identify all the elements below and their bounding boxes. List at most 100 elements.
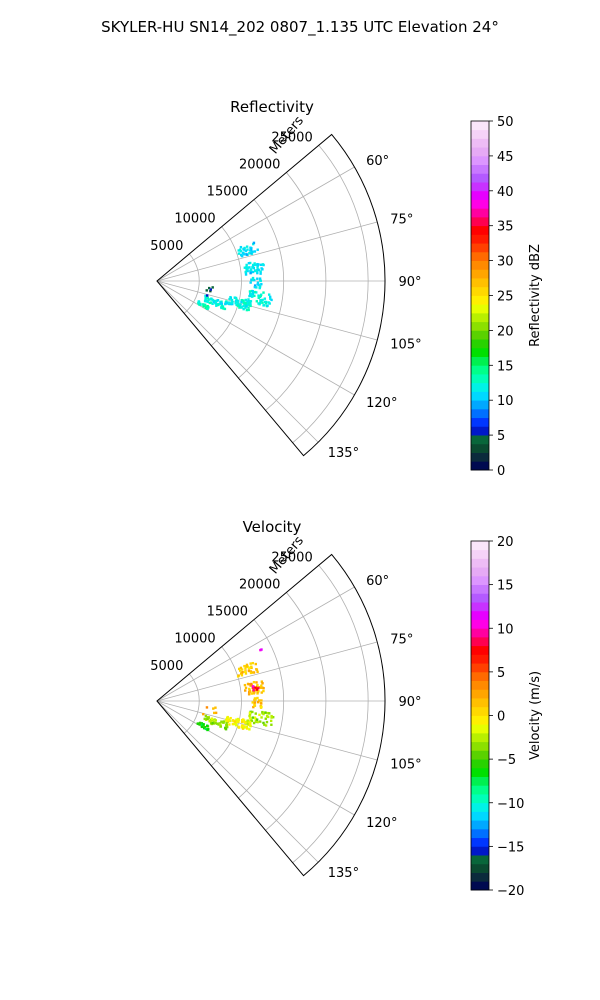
- data-point: [240, 254, 244, 258]
- data-point: [249, 690, 252, 694]
- colorbar-segment: [471, 567, 489, 577]
- colorbar: −20 −15 −10 −5 0 5 10 15 20 Velocity (m/s): [470, 535, 543, 899]
- data-point: [243, 303, 246, 306]
- data-point: [249, 294, 252, 298]
- data-point: [259, 293, 263, 296]
- data-point: [204, 727, 208, 731]
- data-point: [246, 719, 249, 723]
- data-point: [262, 721, 265, 725]
- azimuth-gridline: [156, 280, 378, 341]
- angle-tick-label: 135°: [328, 446, 359, 461]
- data-point: [255, 291, 258, 294]
- data-point: [241, 727, 245, 730]
- data-point: [211, 302, 214, 306]
- colorbar-segment: [471, 732, 489, 743]
- angle-tick-label: 75°: [390, 632, 413, 647]
- data-point: [249, 271, 252, 275]
- data-point: [239, 250, 243, 253]
- data-point: [205, 307, 209, 310]
- data-point: [236, 300, 240, 303]
- data-point: [256, 683, 259, 687]
- data-point: [204, 718, 208, 721]
- data-point: [262, 686, 265, 690]
- data-point: [263, 297, 267, 300]
- data-point: [261, 268, 264, 271]
- data-point: [247, 298, 250, 301]
- data-point: [232, 719, 235, 723]
- data-point: [225, 722, 228, 725]
- data-point: [267, 715, 270, 719]
- data-point: [260, 686, 263, 690]
- data-point: [248, 290, 252, 293]
- data-point: [261, 263, 265, 266]
- colorbar-tick-label: 0: [497, 464, 505, 479]
- data-point: [214, 711, 218, 715]
- data-point: [259, 279, 262, 283]
- data-point: [270, 714, 273, 718]
- data-point: [254, 686, 257, 689]
- angle-tick-label: 120°: [366, 396, 397, 411]
- data-point: [250, 692, 254, 695]
- data-point: [251, 276, 255, 280]
- data-point: [245, 727, 249, 730]
- data-point: [251, 701, 254, 704]
- data-point: [250, 252, 254, 255]
- data-point: [222, 307, 225, 310]
- data-point: [203, 717, 206, 721]
- colorbar-segment: [471, 663, 489, 673]
- data-point: [259, 272, 262, 275]
- data-point: [247, 669, 251, 672]
- data-point: [251, 278, 254, 282]
- data-point: [244, 306, 247, 309]
- data-point: [245, 663, 249, 667]
- data-point: [244, 249, 248, 253]
- colorbar-segment: [471, 584, 489, 594]
- data-point: [208, 298, 212, 301]
- data-point: [253, 290, 257, 294]
- data-point: [249, 268, 253, 271]
- colorbar-segment: [471, 312, 489, 323]
- data-point: [262, 291, 265, 294]
- azimuth-gridline: [156, 166, 355, 282]
- data-point: [245, 725, 249, 729]
- reflectivity-title: Reflectivity: [230, 98, 314, 116]
- angle-tick-label: 120°: [366, 816, 397, 831]
- data-point: [233, 722, 237, 726]
- colorbar-segment: [471, 837, 489, 847]
- data-point: [268, 295, 272, 299]
- data-point: [254, 662, 257, 666]
- data-point: [254, 717, 257, 720]
- azimuth-gridline: [156, 700, 319, 863]
- colorbar-segment: [471, 417, 489, 427]
- radial-tick-label: 10000: [174, 212, 215, 227]
- data-point: [219, 725, 223, 728]
- data-point: [251, 270, 255, 274]
- data-point: [249, 300, 253, 303]
- data-point: [240, 668, 244, 671]
- colorbar-segment: [471, 619, 489, 629]
- data-point: [243, 246, 246, 250]
- data-point: [225, 724, 228, 727]
- data-point: [244, 722, 247, 725]
- data-point: [249, 302, 252, 306]
- data-point: [214, 721, 217, 725]
- range-ring: [238, 619, 285, 799]
- data-point: [207, 716, 210, 720]
- data-point: [250, 293, 253, 296]
- data-point: [260, 705, 263, 709]
- colorbar-segment: [471, 811, 489, 821]
- data-point: [207, 286, 211, 290]
- data-point: [246, 269, 249, 273]
- angle-tick-label: 60°: [366, 154, 389, 169]
- colorbar: 0 5 10 15 20 25 30 35 40 45 50 Reflectivity dBZ: [470, 115, 543, 479]
- data-point: [270, 716, 273, 719]
- colorbar-tick-label: −15: [497, 840, 524, 855]
- data-point: [271, 716, 275, 719]
- data-point: [259, 720, 262, 723]
- data-point: [231, 722, 235, 726]
- data-point: [216, 303, 220, 307]
- colorbar-segment: [471, 278, 489, 288]
- data-point: [245, 665, 249, 668]
- azimuth-gridline: [156, 280, 355, 396]
